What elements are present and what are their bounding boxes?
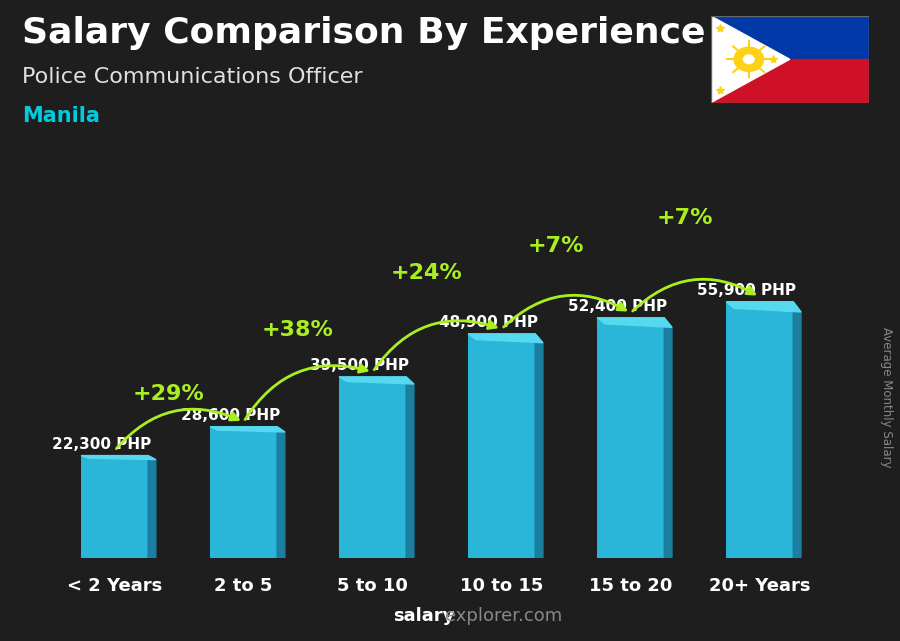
Polygon shape	[711, 16, 790, 103]
Text: explorer.com: explorer.com	[446, 607, 562, 625]
Text: +24%: +24%	[391, 263, 463, 283]
Polygon shape	[339, 377, 414, 384]
Polygon shape	[81, 456, 156, 460]
Text: Salary Comparison By Experience: Salary Comparison By Experience	[22, 16, 706, 50]
Bar	[711, 16, 868, 60]
Polygon shape	[210, 427, 285, 432]
Text: < 2 Years: < 2 Years	[67, 577, 162, 595]
Bar	[210, 427, 277, 558]
Bar	[81, 456, 148, 558]
Text: 55,900 PHP: 55,900 PHP	[698, 283, 796, 298]
Text: 5 to 10: 5 to 10	[338, 577, 408, 595]
Text: 39,500 PHP: 39,500 PHP	[310, 358, 410, 373]
Text: 2 to 5: 2 to 5	[214, 577, 273, 595]
Polygon shape	[406, 377, 414, 558]
Polygon shape	[468, 334, 543, 343]
Bar	[711, 60, 868, 103]
Text: +38%: +38%	[262, 320, 334, 340]
Polygon shape	[664, 318, 672, 558]
Polygon shape	[148, 456, 156, 558]
Text: +29%: +29%	[133, 384, 204, 404]
Text: 28,600 PHP: 28,600 PHP	[181, 408, 280, 423]
Text: 15 to 20: 15 to 20	[589, 577, 672, 595]
Text: salary: salary	[393, 607, 454, 625]
Text: 52,400 PHP: 52,400 PHP	[568, 299, 667, 314]
Text: Average Monthly Salary: Average Monthly Salary	[880, 327, 893, 468]
Text: 20+ Years: 20+ Years	[709, 577, 811, 595]
Text: 48,900 PHP: 48,900 PHP	[439, 315, 538, 330]
Polygon shape	[536, 334, 543, 558]
Text: Police Communications Officer: Police Communications Officer	[22, 67, 363, 87]
Circle shape	[734, 47, 763, 71]
Text: Manila: Manila	[22, 106, 101, 126]
Bar	[468, 334, 536, 558]
Polygon shape	[277, 427, 285, 558]
Bar	[339, 377, 406, 558]
Text: 10 to 15: 10 to 15	[460, 577, 544, 595]
Circle shape	[743, 55, 754, 63]
Text: +7%: +7%	[527, 236, 584, 256]
Bar	[597, 318, 664, 558]
Bar	[726, 302, 793, 558]
Polygon shape	[793, 302, 801, 558]
Text: +7%: +7%	[657, 208, 713, 228]
Text: 22,300 PHP: 22,300 PHP	[52, 437, 151, 452]
Polygon shape	[726, 302, 801, 312]
Polygon shape	[597, 318, 672, 328]
